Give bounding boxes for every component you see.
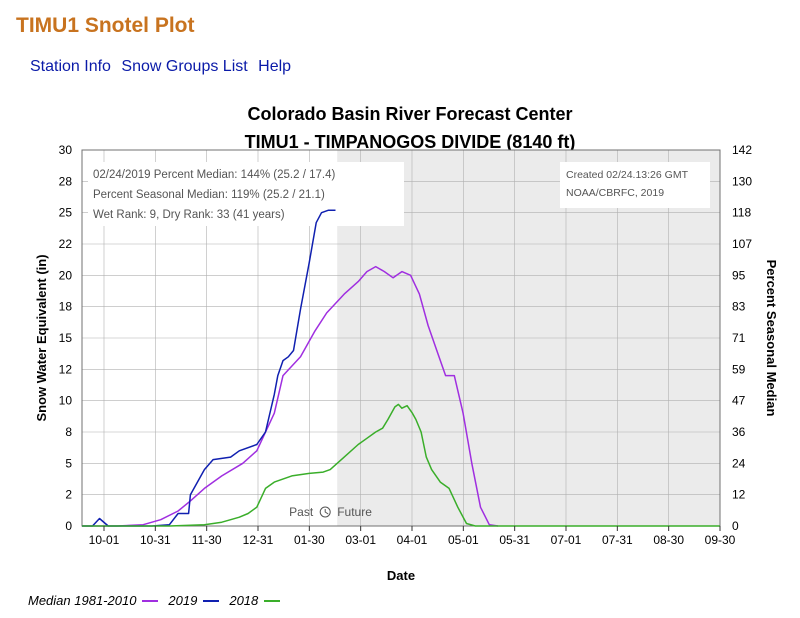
created-box: Created 02/24.13:26 GMT NOAA/CBRFC, 2019 <box>560 162 710 208</box>
y2-tick-label: 142 <box>732 143 752 157</box>
page-title: TIMU1 Snotel Plot <box>16 14 195 37</box>
legend-2018-label: 2018 <box>229 593 259 608</box>
x-axis-ticks: 10-01 10-31 11-30 12-31 01-30 03-01 04-01 05-01… <box>89 526 736 547</box>
past-future-marker: Past Future <box>289 505 372 519</box>
y-tick-label: 28 <box>59 174 73 188</box>
chart-title: Colorado Basin River Forecast Center <box>247 104 572 124</box>
legend-item-2018: 2018 <box>229 593 281 608</box>
x-tick-label: 09-30 <box>705 533 736 547</box>
info-box: 02/24/2019 Percent Median: 144% (25.2 / … <box>88 162 404 226</box>
x-tick-label: 05-31 <box>499 533 530 547</box>
y2-tick-label: 12 <box>732 488 746 502</box>
legend-item-2019: 2019 <box>168 593 220 608</box>
y2-tick-label: 118 <box>732 206 751 220</box>
y2-axis-label: Percent Seasonal Median <box>764 260 779 417</box>
y-tick-label: 18 <box>59 300 73 314</box>
x-tick-label: 03-01 <box>345 533 376 547</box>
legend-2018-swatch <box>264 599 281 602</box>
help-link[interactable]: Help <box>258 58 292 75</box>
x-axis-label: Date <box>387 568 415 583</box>
info-rank: Wet Rank: 9, Dry Rank: 33 (41 years) <box>93 209 285 221</box>
created-box-bg <box>560 162 710 208</box>
legend: Median 1981-2010 2019 2018 <box>28 593 290 608</box>
y2-tick-label: 24 <box>732 456 746 470</box>
x-tick-label: 01-30 <box>294 533 325 547</box>
y-tick-label: 10 <box>59 394 73 408</box>
y-axis-label: Snow Water Equivalent (in) <box>34 254 49 421</box>
x-tick-label: 08-30 <box>653 533 684 547</box>
series-line-median <box>82 265 499 527</box>
y2-tick-label: 47 <box>732 394 746 408</box>
y-tick-label: 5 <box>65 456 72 470</box>
x-tick-label: 10-01 <box>89 533 120 547</box>
y2-tick-label: 71 <box>732 331 746 345</box>
x-tick-label: 07-01 <box>551 533 582 547</box>
future-label: Future <box>337 505 372 519</box>
nav-links: Station Info Snow Groups List Help <box>30 58 297 76</box>
series-layer <box>82 209 720 527</box>
x-tick-label: 10-31 <box>140 533 171 547</box>
x-tick-label: 05-01 <box>448 533 479 547</box>
y-tick-label: 0 <box>65 519 72 533</box>
y-tick-label: 12 <box>59 362 73 376</box>
past-label: Past <box>289 505 314 519</box>
noaa-credit: NOAA/CBRFC, 2019 <box>566 187 664 199</box>
clock-icon <box>319 506 331 518</box>
plot-frame <box>81 149 721 527</box>
info-percent-median: 02/24/2019 Percent Median: 144% (25.2 / … <box>93 169 335 181</box>
created-timestamp: Created 02/24.13:26 GMT <box>566 169 689 181</box>
y-tick-label: 8 <box>65 425 72 439</box>
x-tick-label: 04-01 <box>397 533 428 547</box>
y2-tick-label: 83 <box>732 300 746 314</box>
y-tick-label: 2 <box>65 488 72 502</box>
y-tick-label: 20 <box>59 268 73 282</box>
x-tick-label: 07-31 <box>602 533 633 547</box>
y2-tick-label: 36 <box>732 425 746 439</box>
y2-tick-label: 130 <box>732 174 752 188</box>
y-tick-label: 25 <box>59 206 73 220</box>
snotel-chart: Colorado Basin River Forecast Center TIM… <box>34 104 779 583</box>
legend-2019-label: 2019 <box>168 593 198 608</box>
info-box-bg <box>88 162 404 226</box>
snow-groups-list-link[interactable]: Snow Groups List <box>121 58 248 75</box>
series-line-y2018 <box>82 403 720 527</box>
y2-tick-label: 59 <box>732 362 746 376</box>
x-tick-label: 11-30 <box>192 533 222 547</box>
legend-2019-swatch <box>203 599 220 602</box>
y-tick-label: 15 <box>59 331 73 345</box>
y2-tick-label: 0 <box>732 519 739 533</box>
legend-median-label: Median 1981-2010 <box>28 593 137 608</box>
station-info-link[interactable]: Station Info <box>30 58 111 75</box>
legend-item-median: Median 1981-2010 <box>28 593 159 608</box>
clock-hands <box>324 509 329 515</box>
y-tick-label: 22 <box>59 237 73 251</box>
y-tick-label: 30 <box>59 143 73 157</box>
chart-subtitle: TIMU1 - TIMPANOGOS DIVIDE (8140 ft) <box>245 132 576 152</box>
info-percent-seasonal-median: Percent Seasonal Median: 119% (25.2 / 21… <box>93 189 325 201</box>
y2-tick-label: 95 <box>732 268 746 282</box>
legend-median-swatch <box>142 599 159 602</box>
x-tick-label: 12-31 <box>243 533 274 547</box>
y2-axis-ticks: 0 12 24 36 47 59 71 83 95 107 118 130 142 <box>732 143 752 533</box>
y2-tick-label: 107 <box>732 237 752 251</box>
